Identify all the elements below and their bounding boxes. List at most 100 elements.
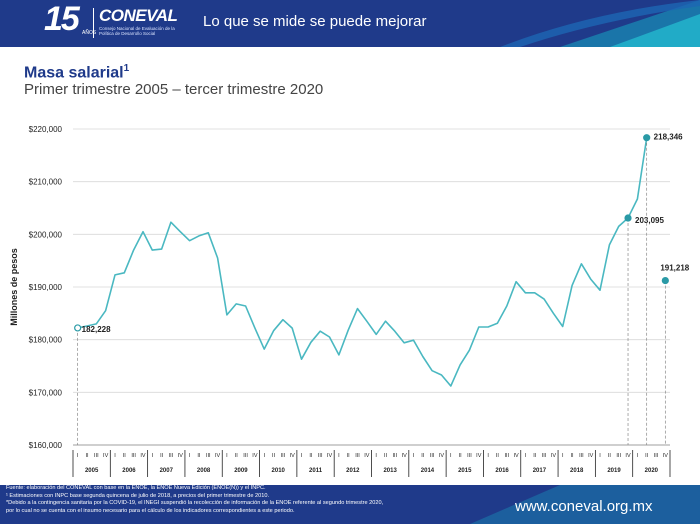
year-tick-label: 2008 bbox=[197, 468, 211, 474]
quarter-tick-label: IV bbox=[663, 453, 669, 459]
year-tick-label: 2020 bbox=[645, 468, 659, 474]
y-tick-label: $210,000 bbox=[29, 178, 63, 187]
logo-anniversary-number: 15 bbox=[44, 0, 80, 38]
data-label: 203,095 bbox=[635, 216, 664, 225]
y-tick-label: $170,000 bbox=[29, 388, 63, 397]
quarter-tick-label: IV bbox=[140, 453, 146, 459]
quarter-tick-label: II bbox=[235, 453, 239, 459]
quarter-tick-label: I bbox=[562, 453, 564, 459]
quarter-tick-label: I bbox=[114, 453, 116, 459]
website-link[interactable]: www.coneval.org.mx bbox=[515, 498, 653, 515]
quarter-tick-label: II bbox=[85, 453, 89, 459]
highlight-point bbox=[643, 134, 651, 142]
data-label: 191,218 bbox=[660, 264, 689, 273]
quarter-tick-label: IV bbox=[290, 453, 296, 459]
chart-title: Masa salarial1 bbox=[24, 63, 130, 82]
quarter-tick-label: IV bbox=[439, 453, 445, 459]
title-footnote-mark: 1 bbox=[123, 63, 130, 74]
line-chart: $160,000 $170,000 $180,000 $190,000 $200,000… bbox=[9, 125, 690, 477]
quarter-tick-label: IV bbox=[364, 453, 370, 459]
y-tick-label: $160,000 bbox=[29, 441, 63, 450]
highlight-point bbox=[661, 276, 669, 285]
logo-separator bbox=[93, 8, 94, 38]
footer-decoration bbox=[470, 485, 700, 524]
year-tick-label: 2005 bbox=[85, 468, 99, 474]
quarter-tick-label: I bbox=[599, 453, 601, 459]
quarter-tick-label: III bbox=[355, 453, 360, 459]
quarter-tick-label: I bbox=[413, 453, 415, 459]
quarter-tick-label: II bbox=[384, 453, 388, 459]
quarter-tick-label: II bbox=[123, 453, 127, 459]
quarter-tick-label: III bbox=[243, 453, 248, 459]
y-tick-label: $200,000 bbox=[29, 230, 63, 239]
y-tick-label: $220,000 bbox=[29, 125, 63, 134]
quarter-tick-label: III bbox=[504, 453, 509, 459]
quarter-tick-label: IV bbox=[551, 453, 557, 459]
quarter-tick-label: III bbox=[393, 453, 398, 459]
year-tick-label: 2014 bbox=[421, 468, 435, 474]
quarter-tick-label: II bbox=[533, 453, 537, 459]
quarter-tick-label: III bbox=[430, 453, 435, 459]
quarter-tick-label: II bbox=[571, 453, 575, 459]
highlight-point bbox=[624, 214, 632, 222]
footnote-covid-cont: por lo cual no se cuenta con el insumo n… bbox=[6, 507, 295, 514]
quarter-tick-label: II bbox=[309, 453, 313, 459]
chart-subtitle: Primer trimestre 2005 – tercer trimestre… bbox=[24, 81, 324, 98]
quarter-tick-label: II bbox=[608, 453, 612, 459]
logo-anniversary-years: AÑOS bbox=[82, 30, 97, 36]
quarter-tick-label: II bbox=[347, 453, 351, 459]
header-banner: 15 AÑOS CONEVAL Consejo Nacional de Eval… bbox=[0, 0, 700, 47]
quarter-tick-label: III bbox=[131, 453, 136, 459]
quarter-tick-label: II bbox=[496, 453, 500, 459]
quarter-tick-label: IV bbox=[327, 453, 333, 459]
quarter-tick-label: IV bbox=[178, 453, 184, 459]
year-tick-label: 2017 bbox=[533, 468, 547, 474]
quarter-tick-label: IV bbox=[625, 453, 631, 459]
footnote-1: ¹ Estimaciones con INPC base segunda qui… bbox=[6, 492, 270, 499]
footnote-covid: *Debido a la contingencia sanitaria por … bbox=[6, 500, 384, 507]
year-tick-label: 2006 bbox=[122, 468, 136, 474]
year-tick-label: 2009 bbox=[234, 468, 248, 474]
coneval-logo-subtitle: Consejo Nacional de Evaluación de la Pol… bbox=[99, 26, 175, 36]
quarter-tick-label: III bbox=[579, 453, 584, 459]
quarter-tick-label: IV bbox=[513, 453, 519, 459]
quarter-tick-label: III bbox=[654, 453, 659, 459]
y-axis-label: Millones de pesos bbox=[9, 248, 19, 326]
footnotes: Fuente: elaboración del CONEVAL con base… bbox=[6, 485, 481, 515]
year-tick-label: 2007 bbox=[160, 468, 174, 474]
quarter-tick-label: III bbox=[542, 453, 547, 459]
quarter-tick-label: III bbox=[318, 453, 323, 459]
quarter-tick-label: I bbox=[226, 453, 228, 459]
quarter-tick-label: I bbox=[77, 453, 79, 459]
quarter-tick-label: I bbox=[189, 453, 191, 459]
quarter-tick-label: II bbox=[645, 453, 649, 459]
quarter-tick-label: IV bbox=[402, 453, 408, 459]
highlight-point bbox=[74, 324, 82, 332]
quarter-tick-label: IV bbox=[588, 453, 594, 459]
quarter-tick-label: IV bbox=[476, 453, 482, 459]
quarter-tick-label: I bbox=[487, 453, 489, 459]
quarter-tick-label: III bbox=[94, 453, 99, 459]
quarter-tick-label: IV bbox=[252, 453, 258, 459]
quarter-tick-label: I bbox=[450, 453, 452, 459]
data-label: 182,228 bbox=[82, 325, 111, 334]
y-tick-label: $180,000 bbox=[29, 336, 63, 345]
quarter-tick-label: III bbox=[169, 453, 174, 459]
year-tick-label: 2018 bbox=[570, 468, 584, 474]
year-tick-label: 2016 bbox=[495, 468, 509, 474]
slogan: Lo que se mide se puede mejorar bbox=[203, 13, 427, 30]
year-tick-label: 2013 bbox=[383, 468, 397, 474]
year-tick-label: 2015 bbox=[458, 468, 472, 474]
quarter-tick-label: I bbox=[637, 453, 639, 459]
quarter-tick-label: I bbox=[301, 453, 303, 459]
footer-banner: Fuente: elaboración del CONEVAL con base… bbox=[0, 485, 700, 524]
year-tick-label: 2010 bbox=[272, 468, 286, 474]
quarter-tick-label: III bbox=[206, 453, 211, 459]
data-label: 218,346 bbox=[654, 133, 683, 142]
quarter-tick-label: I bbox=[338, 453, 340, 459]
year-tick-label: 2011 bbox=[309, 468, 323, 474]
year-tick-label: 2019 bbox=[607, 468, 621, 474]
quarter-tick-label: III bbox=[281, 453, 286, 459]
quarter-tick-label: II bbox=[421, 453, 425, 459]
header-decoration bbox=[500, 0, 700, 47]
